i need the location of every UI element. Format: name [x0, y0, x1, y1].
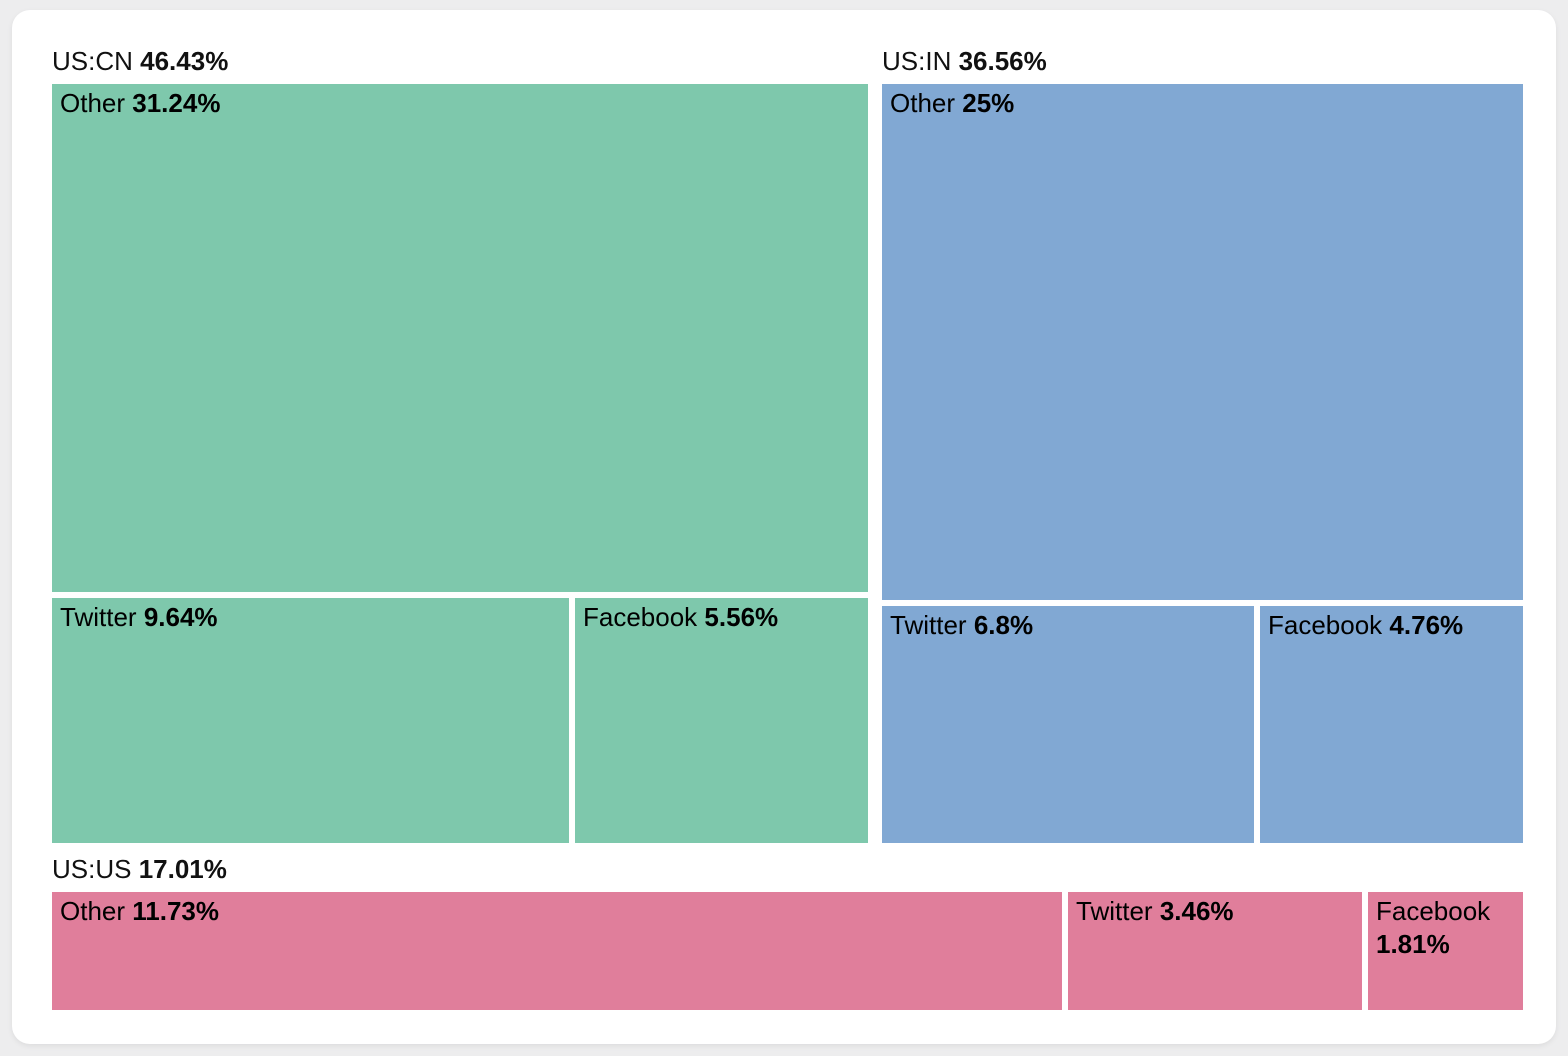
cell-value: 4.76% — [1389, 610, 1464, 640]
cell-label: Other 25% — [882, 84, 1523, 123]
group-header-us-in: US:IN 36.56% — [882, 45, 1523, 77]
chart-card: US:CN 46.43% Other 31.24% Twitter 9.64% Fac… — [12, 10, 1556, 1044]
group-value: 36.56% — [958, 46, 1047, 76]
cell-value: 25% — [962, 88, 1015, 118]
cell-name: Twitter — [60, 602, 137, 632]
group-value: 17.01% — [138, 854, 227, 884]
cell-name: Other — [60, 88, 126, 118]
cell-label: Twitter 9.64% — [52, 598, 569, 637]
group-name: US:IN — [882, 46, 952, 76]
group-header-us-us: US:US 17.01% — [52, 853, 1523, 885]
cell-value: 1.81% — [1376, 929, 1450, 959]
cell-name: Facebook — [583, 602, 698, 632]
cell-label: Facebook 4.76% — [1260, 606, 1523, 645]
cell-name: Twitter — [890, 610, 967, 640]
cell-value: 11.73% — [132, 896, 220, 926]
cell-label: Other 31.24% — [52, 84, 868, 123]
treemap-cell-us-cn-other[interactable]: Other 31.24% — [52, 84, 868, 592]
group-name: US:CN — [52, 46, 133, 76]
cell-name: Other — [60, 896, 126, 926]
cell-label: Facebook 1.81% — [1368, 892, 1523, 964]
cell-name: Facebook — [1376, 896, 1491, 926]
cell-label: Twitter 6.8% — [882, 606, 1254, 645]
cell-label: Twitter 3.46% — [1068, 892, 1362, 931]
treemap: US:CN 46.43% Other 31.24% Twitter 9.64% Fac… — [52, 45, 1523, 1010]
cell-label: Other 11.73% — [52, 892, 1062, 931]
treemap-cell-us-us-other[interactable]: Other 11.73% — [52, 892, 1062, 1010]
cell-label: Facebook 5.56% — [575, 598, 868, 637]
group-header-us-cn: US:CN 46.43% — [52, 45, 868, 77]
treemap-cell-us-us-twitter[interactable]: Twitter 3.46% — [1068, 892, 1362, 1010]
cell-name: Twitter — [1076, 896, 1153, 926]
cell-value: 5.56% — [704, 602, 779, 632]
treemap-cell-us-in-facebook[interactable]: Facebook 4.76% — [1260, 606, 1523, 843]
treemap-cell-us-us-facebook[interactable]: Facebook 1.81% — [1368, 892, 1523, 1010]
treemap-cell-us-in-other[interactable]: Other 25% — [882, 84, 1523, 600]
cell-name: Facebook — [1268, 610, 1383, 640]
group-name: US:US — [52, 854, 132, 884]
treemap-cell-us-in-twitter[interactable]: Twitter 6.8% — [882, 606, 1254, 843]
cell-name: Other — [890, 88, 956, 118]
cell-value: 9.64% — [143, 602, 218, 632]
treemap-cell-us-cn-twitter[interactable]: Twitter 9.64% — [52, 598, 569, 843]
treemap-cell-us-cn-facebook[interactable]: Facebook 5.56% — [575, 598, 868, 843]
cell-value: 31.24% — [132, 88, 221, 118]
group-value: 46.43% — [140, 46, 229, 76]
cell-value: 3.46% — [1159, 896, 1234, 926]
cell-value: 6.8% — [973, 610, 1034, 640]
